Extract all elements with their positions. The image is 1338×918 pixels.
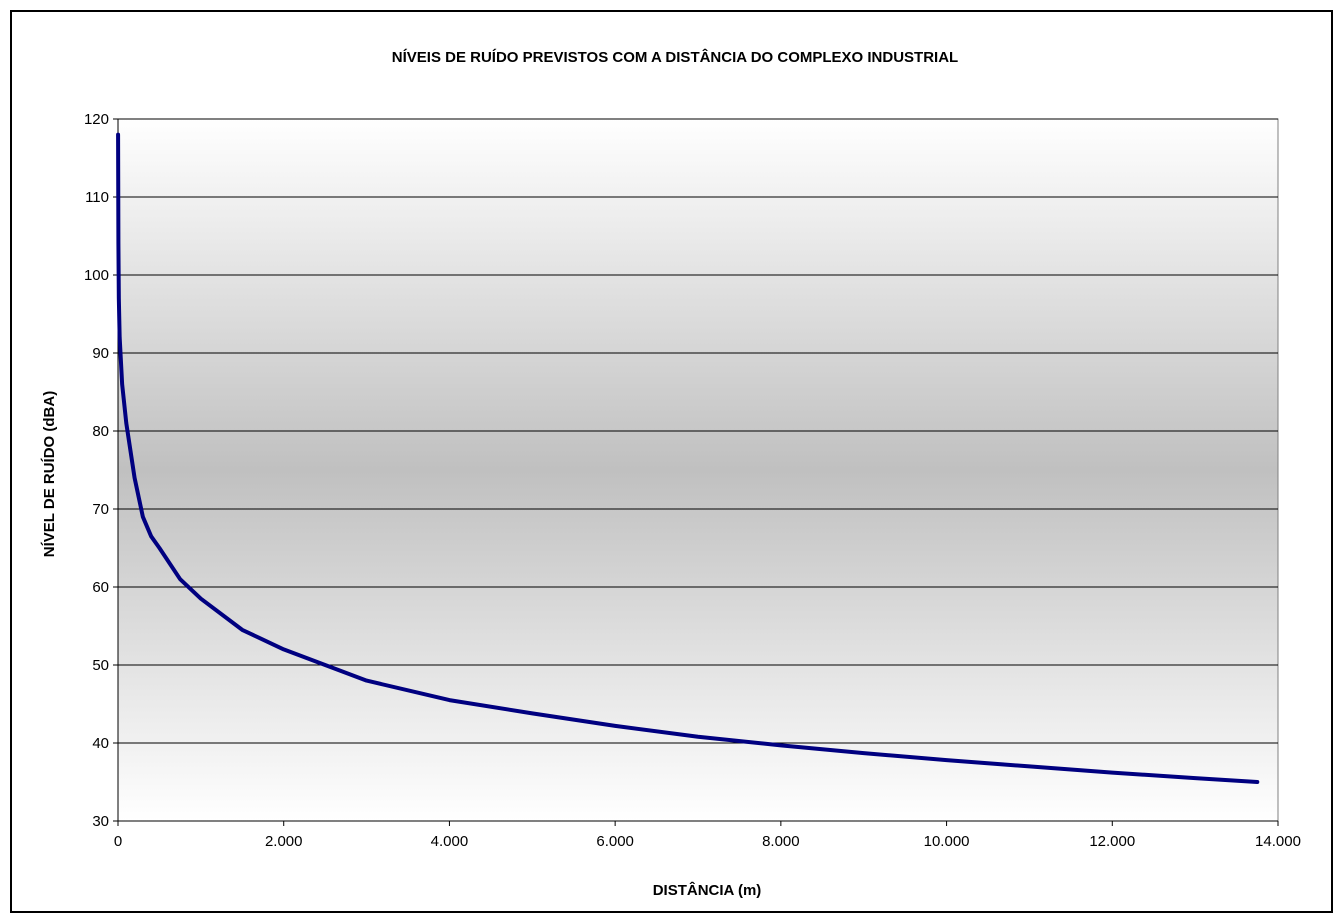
y-tick-label: 120 (84, 111, 109, 128)
y-tick-label: 80 (92, 423, 109, 440)
y-tick-label: 110 (85, 189, 109, 206)
line-chart: NÍVEIS DE RUÍDO PREVISTOS COM A DISTÂNCI… (41, 48, 1301, 899)
x-tick-label: 8.000 (762, 833, 800, 850)
y-tick-label: 90 (92, 345, 109, 362)
x-axis-label: DISTÂNCIA (m) (653, 881, 762, 899)
y-tick-label: 30 (92, 813, 109, 830)
chart-frame: NÍVEIS DE RUÍDO PREVISTOS COM A DISTÂNCI… (10, 10, 1333, 913)
y-tick-label: 50 (92, 657, 109, 674)
x-axis-ticks: 0 2.000 4.000 6.000 8.000 10.000 12.000 14.000 (114, 821, 1301, 850)
plot-area (117, 118, 1279, 822)
chart-title: NÍVEIS DE RUÍDO PREVISTOS COM A DISTÂNCI… (392, 48, 958, 66)
y-tick-label: 60 (92, 579, 109, 596)
x-tick-label: 12.000 (1089, 833, 1135, 850)
x-tick-label: 4.000 (431, 833, 469, 850)
x-tick-label: 0 (114, 833, 122, 850)
y-axis-label: NÍVEL DE RUÍDO (dBA) (41, 391, 58, 557)
series-line-noise-level (116, 132, 1260, 784)
grid-lines (118, 118, 1278, 744)
y-tick-label: 40 (92, 735, 109, 752)
x-tick-label: 10.000 (924, 833, 970, 850)
x-tick-label: 14.000 (1255, 833, 1301, 850)
y-tick-label: 100 (84, 267, 109, 284)
x-tick-label: 6.000 (596, 833, 634, 850)
x-tick-label: 2.000 (265, 833, 303, 850)
y-tick-label: 70 (92, 501, 109, 518)
y-axis-ticks: 30 40 50 60 70 80 90 100 110 120 (84, 111, 118, 830)
